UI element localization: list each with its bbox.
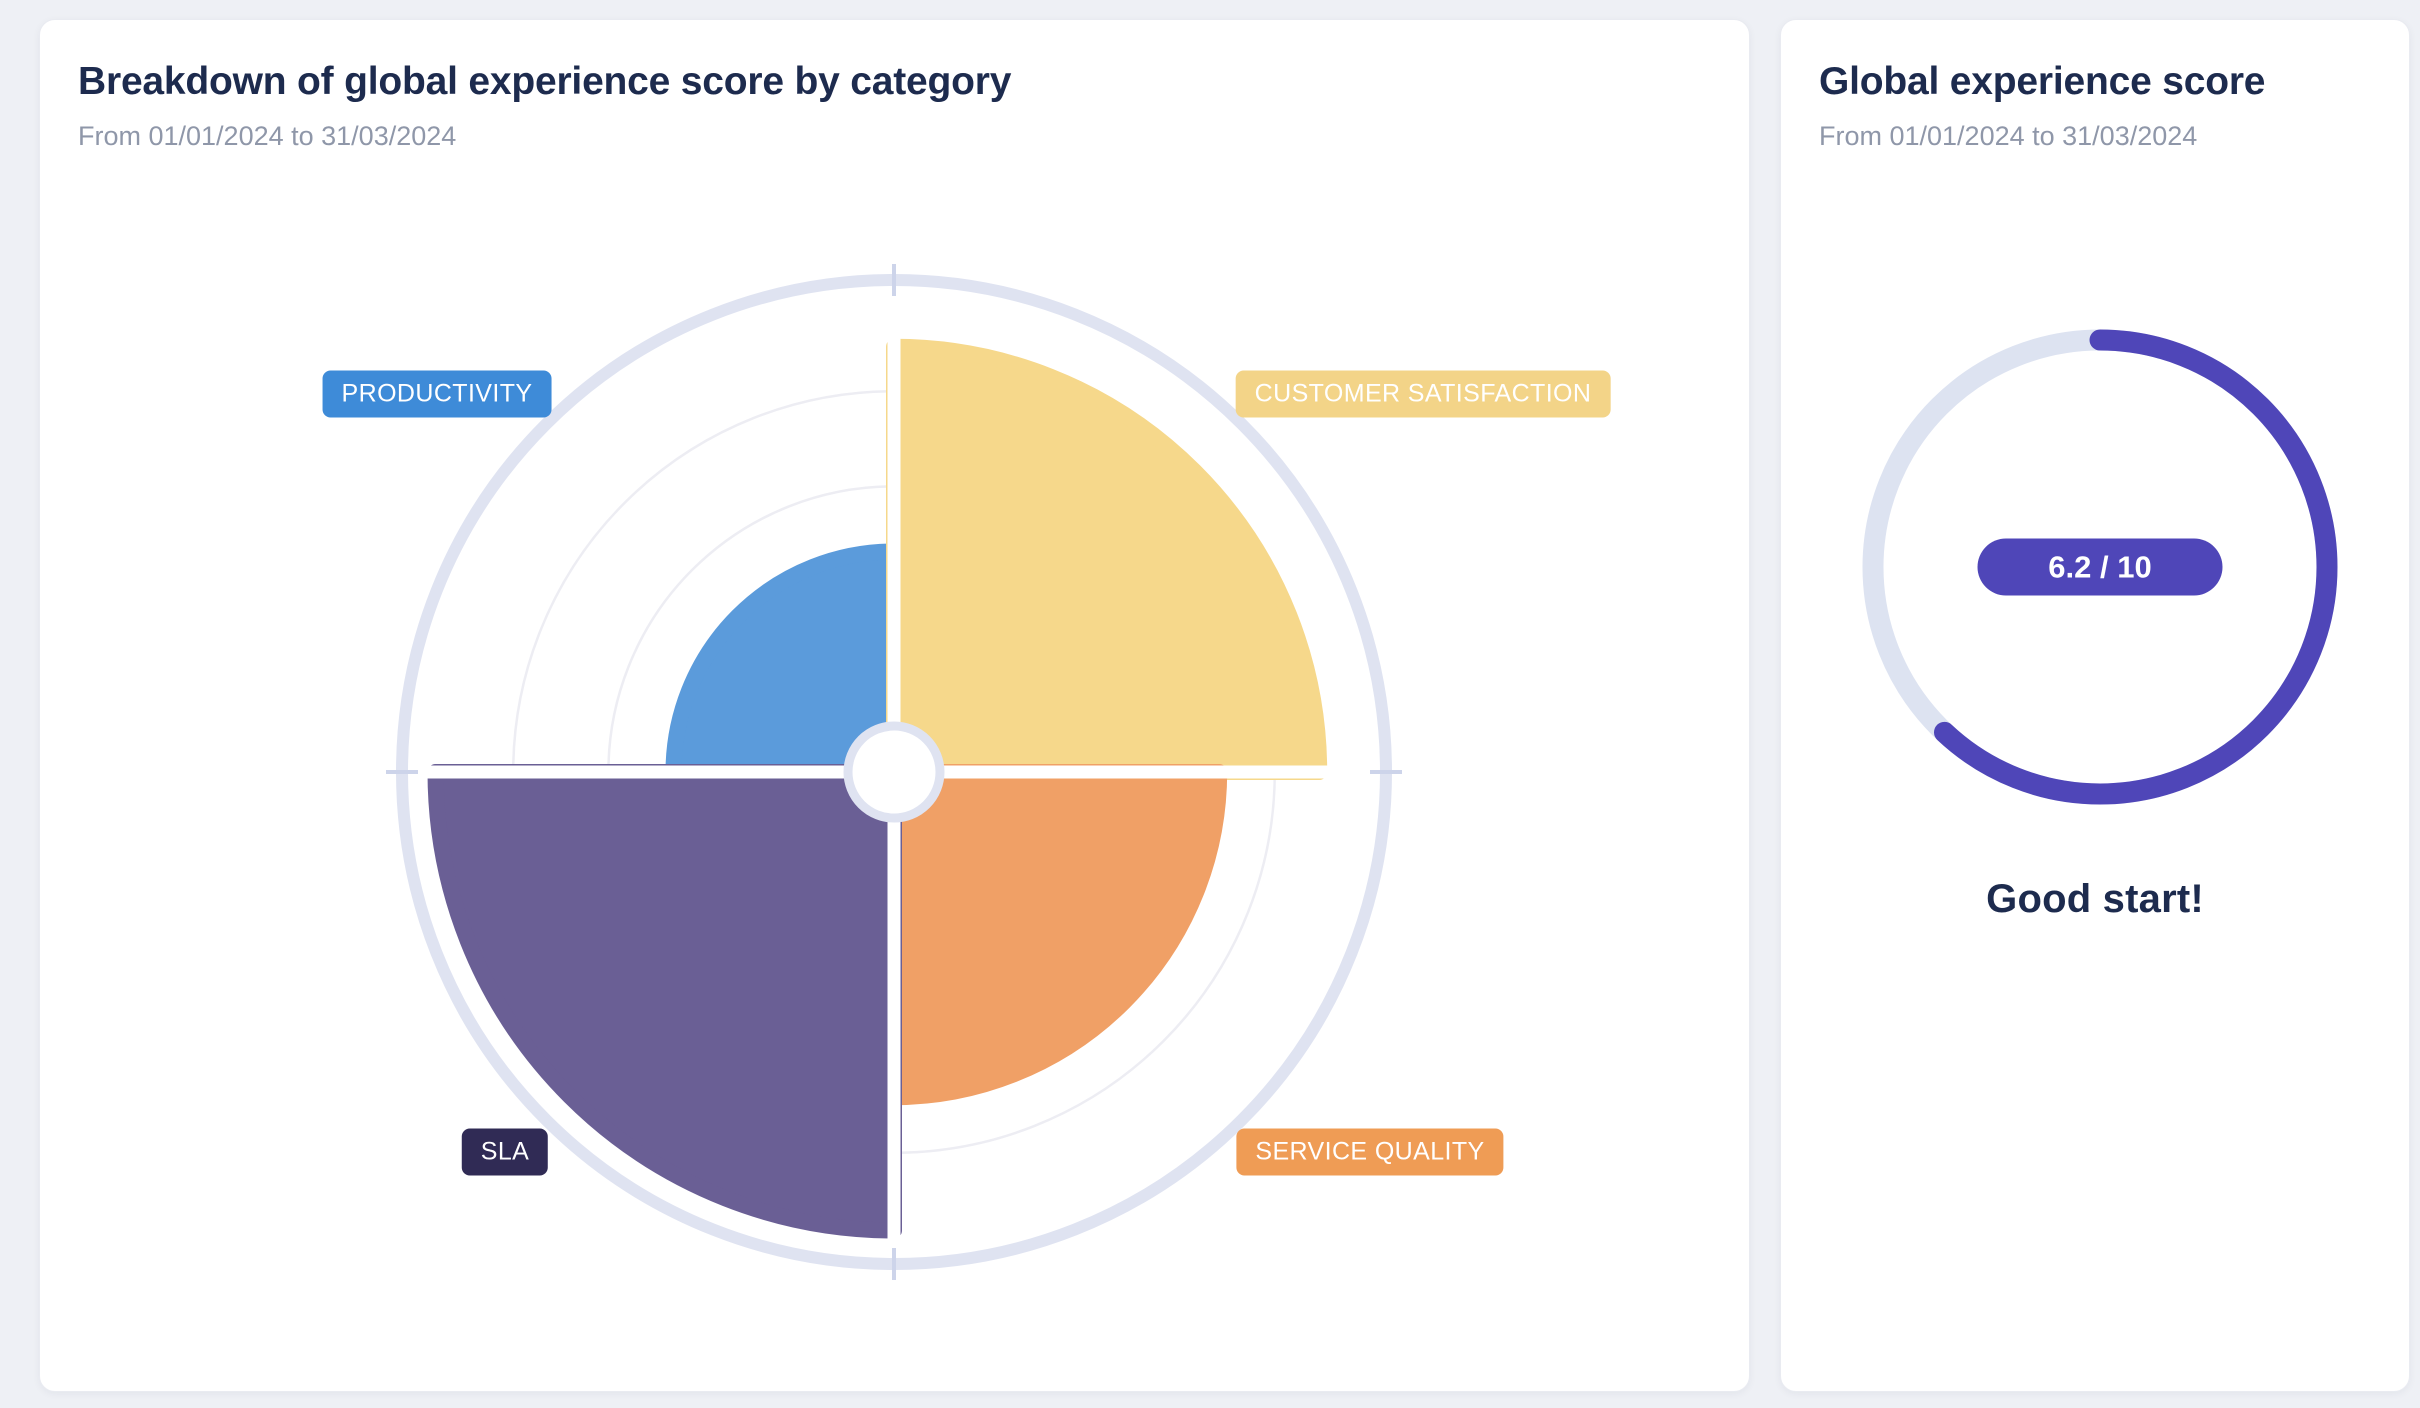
category-label-service-quality: SERVICE QUALITY xyxy=(1236,1128,1504,1176)
card-title: Global experience score xyxy=(1819,60,2266,103)
gauge-svg xyxy=(1862,329,2338,805)
card-subtitle: From 01/01/2024 to 31/03/2024 xyxy=(1819,120,2198,151)
category-breakdown-card: Breakdown of global experience score by … xyxy=(39,19,1750,1392)
gauge-progress-arc xyxy=(1862,329,2338,805)
sector-productivity[interactable] xyxy=(665,543,902,780)
score-message: Good start! xyxy=(1986,877,2204,921)
sector-service-quality[interactable] xyxy=(886,764,1228,1106)
category-label-productivity: PRODUCTIVITY xyxy=(322,370,552,418)
category-label-sla: SLA xyxy=(461,1128,549,1176)
sector-customer-satisfaction[interactable] xyxy=(886,338,1328,780)
score-badge: 6.2 / 10 xyxy=(1977,538,2223,596)
category-label-customer-satisfaction: CUSTOMER SATISFACTION xyxy=(1235,370,1611,418)
card-title: Breakdown of global experience score by … xyxy=(78,60,1012,103)
center-hub xyxy=(843,721,945,823)
sector-sla[interactable] xyxy=(427,764,902,1239)
card-subtitle: From 01/01/2024 to 31/03/2024 xyxy=(78,120,457,151)
polar-chart-svg xyxy=(386,264,1402,1280)
global-score-card: Global experience score From 01/01/2024 … xyxy=(1780,19,2410,1392)
